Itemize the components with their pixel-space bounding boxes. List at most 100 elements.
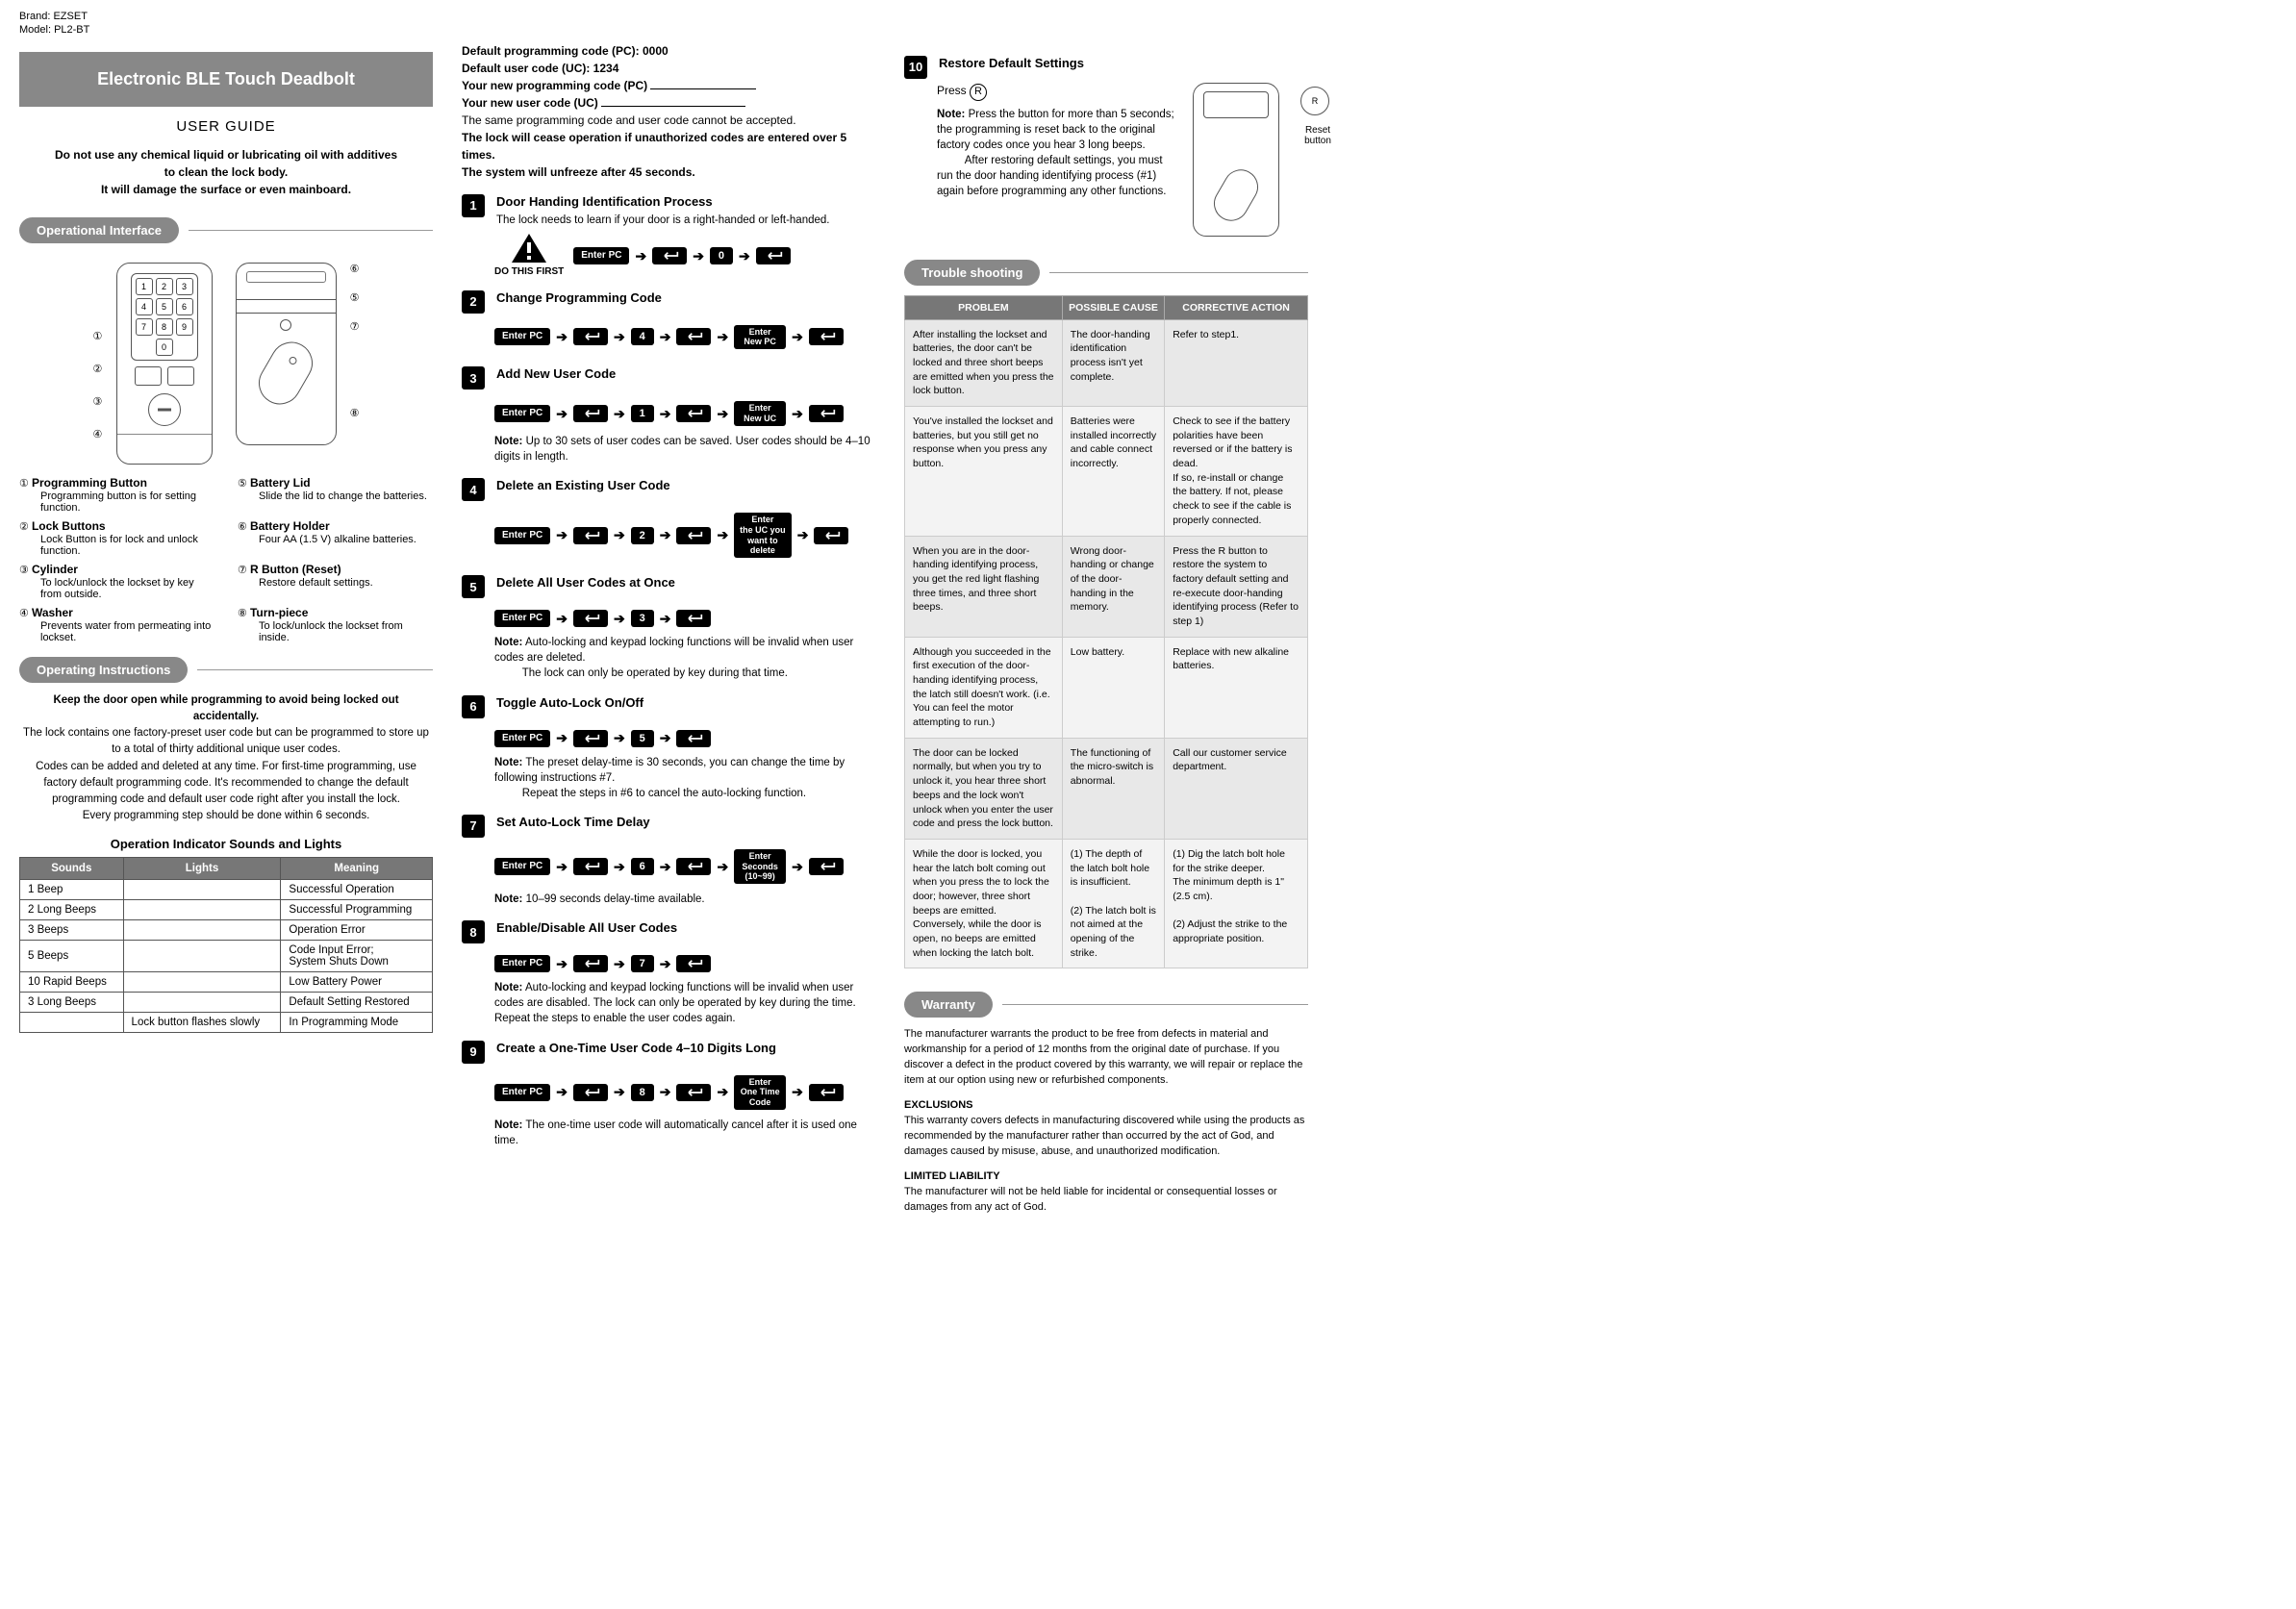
- step-note: Note: Auto-locking and keypad locking fu…: [462, 635, 875, 681]
- arrow-icon: ➔: [660, 611, 671, 627]
- device-front-view: 1234567890: [116, 263, 213, 465]
- device-back-view: [236, 263, 337, 445]
- step-sequence-row: Enter PC➔➔1➔➔EnterNew UC➔: [462, 393, 875, 430]
- column-left: Electronic BLE Touch Deadbolt USER GUIDE…: [19, 42, 433, 1225]
- reset-device-diagram: R Resetbutton: [1193, 83, 1308, 237]
- step-note: Note: The one-time user code will automa…: [462, 1118, 875, 1148]
- callout-1: ①: [93, 320, 103, 353]
- table-cell: While the door is locked, you hear the l…: [905, 839, 1063, 968]
- table-cell: After installing the lockset and batteri…: [905, 319, 1063, 406]
- callouts-left: ① ② ③ ④: [93, 320, 103, 451]
- step-body: Change Programming Code: [496, 290, 875, 314]
- table-cell: Operation Error: [281, 919, 433, 940]
- keypad-grid: 1234567890: [131, 273, 198, 361]
- arrow-icon: ➔: [614, 730, 625, 746]
- step-6: 6Toggle Auto-Lock On/Off: [462, 695, 875, 718]
- sounds-subheader: Operation Indicator Sounds and Lights: [19, 837, 433, 851]
- step-title: Enable/Disable All User Codes: [496, 920, 875, 935]
- step-title: Toggle Auto-Lock On/Off: [496, 695, 875, 710]
- section-trouble-header: Trouble shooting: [904, 260, 1040, 286]
- step-sequence-row: Enter PC➔➔2➔➔Enterthe UC youwant todelet…: [462, 505, 875, 562]
- table-cell: [123, 919, 281, 940]
- step-number: 1: [462, 194, 485, 217]
- cease-note: The lock will cease operation if unautho…: [462, 129, 875, 163]
- input-box: EnterNew UC: [734, 401, 786, 426]
- enter-key-icon: [573, 527, 608, 544]
- section-warranty-header: Warranty: [904, 992, 993, 1018]
- table-cell: [123, 992, 281, 1012]
- arrow-icon: ➔: [660, 859, 671, 875]
- new-uc-blank: [601, 95, 745, 107]
- callout-4: ④: [93, 418, 103, 451]
- step-body: Door Handing Identification ProcessThe l…: [496, 194, 875, 228]
- keypad-key: 2: [156, 278, 173, 295]
- arrow-icon: ➔: [614, 527, 625, 543]
- default-pc: Default programming code (PC): 0000: [462, 42, 875, 60]
- arrow-icon: ➔: [635, 248, 646, 264]
- legend-item: ⑦ R Button (Reset)Restore default settin…: [238, 563, 433, 600]
- table-cell: Low battery.: [1062, 637, 1164, 738]
- step-title: Delete an Existing User Code: [496, 478, 875, 492]
- unfreeze-note: The system will unfreeze after 45 second…: [462, 163, 875, 181]
- arrow-icon: ➔: [792, 406, 803, 422]
- table-cell: Default Setting Restored: [281, 992, 433, 1012]
- table-cell: When you are in the door-handing identif…: [905, 536, 1063, 637]
- legend-item: ④ WasherPrevents water from permeating i…: [19, 606, 214, 643]
- table-cell: The door can be locked normally, but whe…: [905, 738, 1063, 839]
- step-sequence-row: Enter PC➔➔3➔: [462, 602, 875, 631]
- sounds-col-header: Lights: [123, 857, 281, 879]
- callout-5: ⑤: [350, 284, 360, 313]
- step-sequence-row: Enter PC➔➔4➔➔EnterNew PC➔: [462, 317, 875, 354]
- cylinder-icon: [148, 393, 181, 426]
- trouble-col-header: POSSIBLE CAUSE: [1062, 295, 1164, 319]
- column-right: 10 Restore Default Settings Press R Note…: [904, 42, 1308, 1225]
- table-cell: [20, 1012, 124, 1032]
- step-body: Add New User Code: [496, 366, 875, 390]
- arrow-icon: ➔: [556, 329, 568, 345]
- trouble-col-header: CORRECTIVE ACTION: [1165, 295, 1308, 319]
- arrow-icon: ➔: [614, 859, 625, 875]
- step-1: 1 Door Handing Identification ProcessThe …: [462, 194, 875, 228]
- step-number: 3: [462, 366, 485, 390]
- brand-header: Brand: EZSET Model: PL2-BT: [19, 10, 2277, 38]
- enter-key-icon: [809, 1084, 844, 1101]
- digit-box: 6: [631, 858, 654, 875]
- arrow-icon: ➔: [556, 956, 568, 972]
- legend-item: ⑤ Battery LidSlide the lid to change the…: [238, 476, 433, 514]
- enter-pc-box: Enter PC: [494, 858, 550, 875]
- enter-key-icon: [676, 328, 711, 345]
- table-cell: You've installed the lockset and batteri…: [905, 407, 1063, 537]
- enter-key-icon: [676, 858, 711, 875]
- sequence: Enter PC➔➔7➔: [494, 955, 711, 972]
- digit-box: 3: [631, 610, 654, 627]
- enter-key-icon: [676, 527, 711, 544]
- arrow-icon: ➔: [614, 329, 625, 345]
- arrow-icon: ➔: [792, 859, 803, 875]
- table-cell: Call our customer service department.: [1165, 738, 1308, 839]
- enter-key-icon: [573, 1084, 608, 1101]
- digit-box: 7: [631, 955, 654, 972]
- table-cell: Lock button flashes slowly: [123, 1012, 281, 1032]
- table-cell: [123, 879, 281, 899]
- enter-pc-box: Enter PC: [573, 247, 629, 264]
- title-banner: Electronic BLE Touch Deadbolt: [19, 52, 433, 107]
- warning-triangle-icon: DO THIS FIRST: [494, 232, 564, 277]
- digit-box: 2: [631, 527, 654, 544]
- step-note: Note: Up to 30 sets of user codes can be…: [462, 434, 875, 465]
- arrow-icon: ➔: [556, 406, 568, 422]
- battery-lid: [237, 264, 336, 300]
- table-cell: 5 Beeps: [20, 940, 124, 971]
- r-button-icon: R: [970, 84, 987, 101]
- table-cell: In Programming Mode: [281, 1012, 433, 1032]
- reset-button-area: [237, 314, 336, 337]
- table-cell: Successful Programming: [281, 899, 433, 919]
- enter-key-icon: [676, 405, 711, 422]
- table-cell: The functioning of the micro-switch is a…: [1062, 738, 1164, 839]
- defaults-block: Default programming code (PC): 0000 Defa…: [462, 42, 875, 181]
- warranty-liability-header: LIMITED LIABILITY: [904, 1170, 1000, 1182]
- table-row: 3 Long Beeps Default Setting Restored: [20, 992, 433, 1012]
- table-cell: 3 Long Beeps: [20, 992, 124, 1012]
- step-7: 7Set Auto-Lock Time Delay: [462, 815, 875, 838]
- table-row: 10 Rapid BeepsLow Battery Power: [20, 971, 433, 992]
- enter-key-icon: [676, 955, 711, 972]
